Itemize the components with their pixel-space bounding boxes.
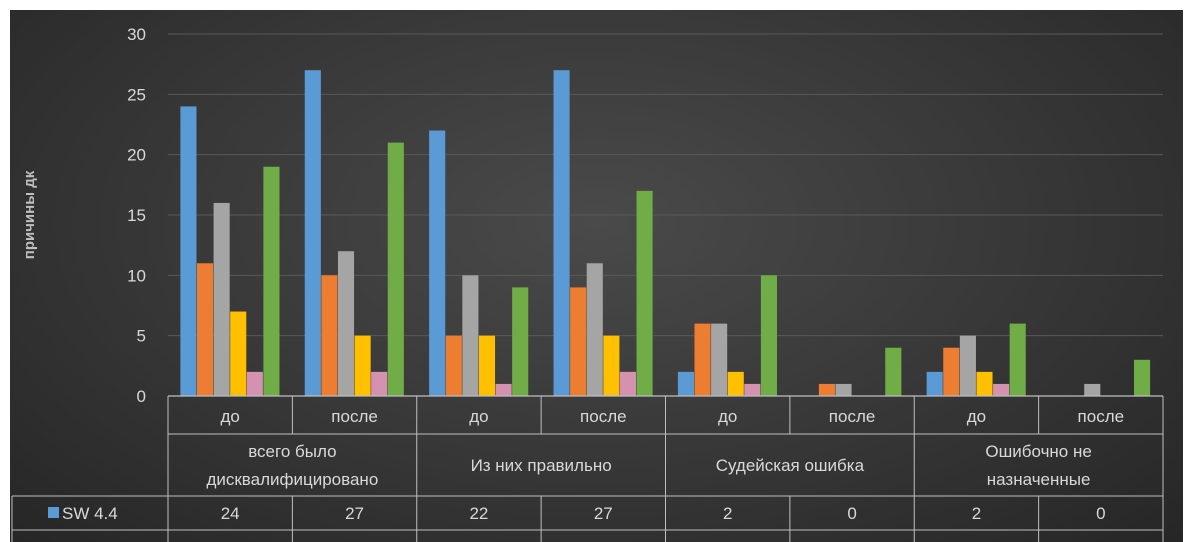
bar xyxy=(620,372,636,396)
x-tick-label: до xyxy=(967,407,986,426)
bar xyxy=(637,191,653,396)
x-tick-label: до xyxy=(221,407,240,426)
y-axis-label: причины дк xyxy=(21,170,38,259)
group-label: назначенные xyxy=(987,470,1091,489)
bar xyxy=(993,384,1009,396)
table-cell-value: 22 xyxy=(469,504,488,523)
bar xyxy=(180,106,196,396)
bar xyxy=(678,372,694,396)
bar xyxy=(263,167,279,396)
legend-label: SW 4.4 xyxy=(62,504,118,523)
bar xyxy=(819,384,835,396)
bar xyxy=(462,275,478,396)
bar xyxy=(355,336,371,396)
bar xyxy=(496,384,512,396)
group-label: всего было xyxy=(248,442,336,461)
bar xyxy=(728,372,744,396)
bar xyxy=(603,336,619,396)
bar xyxy=(761,275,777,396)
y-tick-label: 30 xyxy=(127,25,146,44)
table-cell-value: 27 xyxy=(594,504,613,523)
bar xyxy=(587,263,603,396)
x-tick-label: после xyxy=(580,407,627,426)
group-label: Судейская ошибка xyxy=(716,456,865,475)
group-label: Из них правильно xyxy=(471,456,612,475)
bar xyxy=(512,287,528,396)
bar xyxy=(338,251,354,396)
legend-swatch xyxy=(48,507,59,518)
y-tick-label: 15 xyxy=(127,206,146,225)
bar xyxy=(570,287,586,396)
bar xyxy=(479,336,495,396)
x-tick-label: после xyxy=(1078,407,1125,426)
table-cell-value: 2 xyxy=(972,504,981,523)
bar xyxy=(835,384,851,396)
bar xyxy=(943,348,959,396)
table-cell-value: 27 xyxy=(345,504,364,523)
bar xyxy=(711,324,727,396)
bar xyxy=(230,312,246,396)
table-cell-value: 24 xyxy=(221,504,240,523)
bar xyxy=(371,372,387,396)
group-label: дисквалифицировано xyxy=(206,470,378,489)
bar xyxy=(429,131,445,396)
bar xyxy=(446,336,462,396)
bar xyxy=(1084,384,1100,396)
bar xyxy=(197,263,213,396)
chart-area: 0 5 10 15 20 25 30 причины дк до после до после до по… xyxy=(10,10,1183,542)
bar xyxy=(744,384,760,396)
x-tick-label: до xyxy=(469,407,488,426)
x-tick-label: после xyxy=(331,407,378,426)
bar xyxy=(554,70,570,396)
x-tick-label: после xyxy=(829,407,876,426)
y-tick-label: 0 xyxy=(137,387,146,406)
y-tick-label: 5 xyxy=(137,327,146,346)
bar xyxy=(305,70,321,396)
y-tick-label: 25 xyxy=(127,85,146,104)
table-cell-value: 2 xyxy=(723,504,732,523)
table-cell-value: 0 xyxy=(1096,504,1105,523)
bar xyxy=(1134,360,1150,396)
x-tick-label: до xyxy=(718,407,737,426)
bar xyxy=(694,324,710,396)
bar xyxy=(885,348,901,396)
bar xyxy=(388,143,404,396)
y-tick-label: 20 xyxy=(127,146,146,165)
bar xyxy=(321,275,337,396)
bar xyxy=(214,203,230,396)
table-cell-value: 0 xyxy=(847,504,856,523)
group-label: Ошибочно не xyxy=(985,442,1091,461)
y-tick-label: 10 xyxy=(127,266,146,285)
bar xyxy=(247,372,263,396)
bar xyxy=(960,336,976,396)
bar xyxy=(927,372,943,396)
bar xyxy=(1010,324,1026,396)
bar xyxy=(976,372,992,396)
